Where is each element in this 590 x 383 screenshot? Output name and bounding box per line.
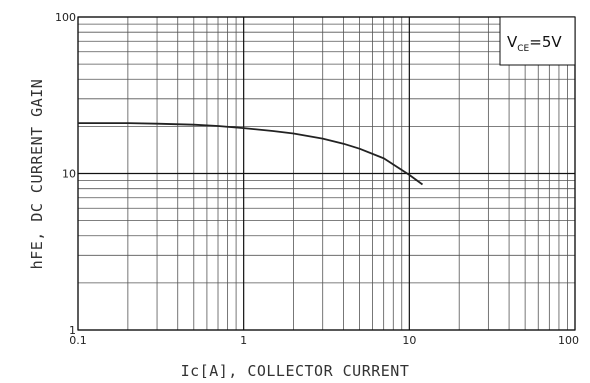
y-tick-label: 1 xyxy=(69,324,76,337)
y-tick-label: 100 xyxy=(55,11,76,24)
plot-frame xyxy=(77,16,576,331)
x-tick-label: 10 xyxy=(402,334,416,347)
x-tick-label: 1 xyxy=(240,334,247,347)
x-tick-labels: 0.1 1 10 100 xyxy=(69,334,579,347)
legend-frame xyxy=(499,16,576,66)
x-axis-title: Ic[A], COLLECTOR CURRENT xyxy=(181,362,410,380)
series-layer xyxy=(78,122,424,186)
y-axis-title: hFE, DC CURRENT GAIN xyxy=(28,79,46,270)
legend-box: VCE=5V xyxy=(499,16,576,66)
legend-label: VCE=5V xyxy=(507,33,562,54)
y-tick-labels: 1 10 100 xyxy=(55,11,76,337)
x-tick-label: 0.1 xyxy=(69,334,87,347)
hfe-curve xyxy=(78,122,424,186)
x-tick-label: 100 xyxy=(558,334,579,347)
y-tick-label: 10 xyxy=(62,168,76,181)
